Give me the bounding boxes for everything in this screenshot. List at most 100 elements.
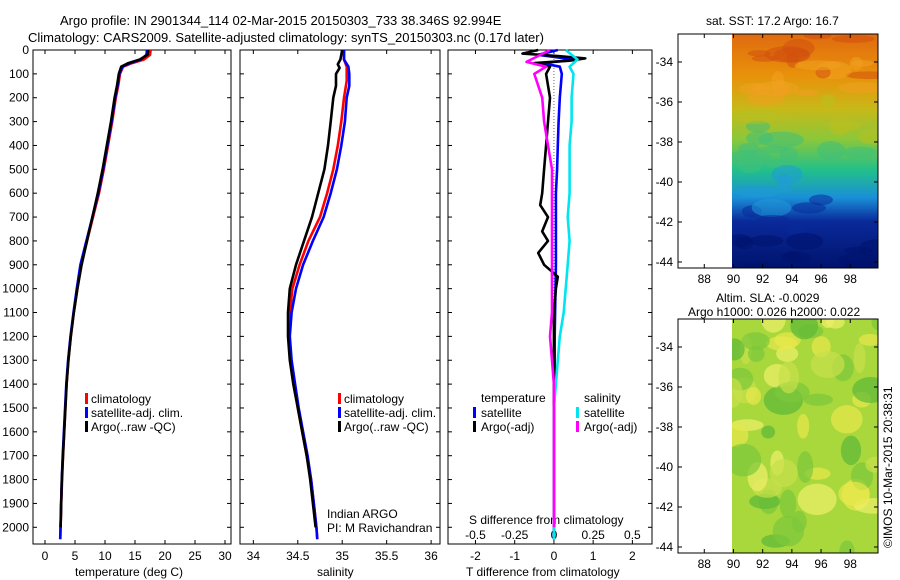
salinity-legend: climatology satellite-adj. clim. Argo(..… xyxy=(344,392,436,434)
sla-map-title-2: Argo h1000: 0.026 h2000: 0.022 xyxy=(688,305,860,319)
sla-texture-patch xyxy=(761,319,786,333)
sst-map-title: sat. SST: 17.2 Argo: 16.7 xyxy=(706,14,839,28)
difference-panel-frame xyxy=(447,49,653,545)
depth-tick-label: 1900 xyxy=(2,496,29,510)
temperature-series-satellite-adj-clim- xyxy=(58,49,149,540)
title-line-1: Argo profile: IN 2901344_114 02-Mar-2015… xyxy=(60,13,502,28)
difference-xtick-label: -2 xyxy=(470,549,481,563)
legend-swatch-temp-argo xyxy=(473,421,476,432)
annotation-indian-argo: Indian ARGO xyxy=(327,507,398,521)
sla-texture-patch xyxy=(732,423,749,447)
sla-map: Altim. SLA: -0.0029 Argo h1000: 0.026 h2… xyxy=(677,291,879,554)
legend-label-argo: Argo(..raw -QC) xyxy=(91,420,176,434)
depth-tick-label: 1300 xyxy=(2,353,29,367)
sst-texture-patch xyxy=(771,165,803,184)
difference-xlabel: T difference from climatology xyxy=(466,565,620,579)
title-line-2: Climatology: CARS2009. Satellite-adjuste… xyxy=(28,30,544,45)
depth-tick-label: 2000 xyxy=(2,520,29,534)
sst-texture-patch xyxy=(842,259,876,268)
sst-map-xtick-label: 96 xyxy=(814,272,828,286)
depth-tick-label: 1800 xyxy=(2,473,29,487)
difference-series-temperature-argo-adj- xyxy=(521,48,587,528)
sst-texture-patch xyxy=(746,92,786,106)
legend-swatch-climatology xyxy=(338,393,341,404)
legend-label-satellite-adj: satellite-adj. clim. xyxy=(91,406,183,420)
sst-map: sat. SST: 17.2 Argo: 16.7 xyxy=(677,14,879,269)
sst-texture-patch xyxy=(737,155,764,173)
sst-map-ytick-label: -40 xyxy=(656,175,674,189)
sst-texture-patch xyxy=(816,140,846,161)
sla-texture-patch xyxy=(865,456,878,473)
salinity-series-argo-raw-qc- xyxy=(286,49,344,528)
legend-swatch-climatology xyxy=(85,393,88,404)
temperature-xtick-label: 15 xyxy=(128,549,142,563)
salinity-panel: 34 34.5 35 35.5 36 xyxy=(240,49,440,563)
sla-map-title-1: Altim. SLA: -0.0029 xyxy=(716,291,820,305)
sst-texture-patch xyxy=(732,109,778,124)
sla-texture-patch xyxy=(761,425,776,439)
temperature-xtick-label: 20 xyxy=(158,549,172,563)
sla-texture-patch xyxy=(732,377,743,408)
sst-map-xtick-label: 88 xyxy=(698,272,712,286)
sla-map-axes: 88 90 92 94 96 98 -34 -36 -38 -40 -42 -44 xyxy=(656,319,878,571)
legend-label-temp-satellite: satellite xyxy=(481,406,522,420)
temperature-xlabel: temperature (deg C) xyxy=(75,565,183,579)
legend-label-temp-argo: Argo(-adj) xyxy=(481,420,534,434)
salinity-xlabel: salinity xyxy=(317,565,354,579)
salinity-xtick-label: 34 xyxy=(247,549,261,563)
difference-series-salinity-argo-adj- xyxy=(525,48,556,528)
sla-map-xtick-label: 90 xyxy=(727,557,741,571)
sst-map-xtick-label: 90 xyxy=(727,272,741,286)
temperature-xtick-label: 10 xyxy=(98,549,112,563)
difference-xtick-label: 1 xyxy=(590,549,597,563)
sst-texture-patch xyxy=(751,198,792,217)
depth-tick-label: 400 xyxy=(9,138,29,152)
difference-panel: -2 -1 0 1 2-0.5 -0.25 0 0.25 0.5 xyxy=(448,48,652,563)
sla-texture-patch xyxy=(858,333,878,346)
sst-texture-patch xyxy=(803,34,832,40)
sst-texture-patch xyxy=(820,94,836,108)
sst-map-ytick-label: -42 xyxy=(656,215,674,229)
sla-texture-patch xyxy=(838,481,870,506)
depth-tick-label: 500 xyxy=(9,162,29,176)
sla-texture-patch xyxy=(821,319,834,328)
sla-texture-patch xyxy=(790,319,819,340)
sst-texture-patch xyxy=(794,60,842,71)
sst-texture-patch xyxy=(845,71,878,80)
legend-swatch-temp-satellite xyxy=(473,407,476,418)
depth-tick-label: 800 xyxy=(9,234,29,248)
depth-tick-label: 100 xyxy=(9,67,29,81)
sst-texture-patch xyxy=(735,236,754,250)
depth-tick-label: 600 xyxy=(9,186,29,200)
sst-texture-patch xyxy=(843,146,877,159)
sla-map-ytick-label: -36 xyxy=(656,380,674,394)
sst-texture-patch xyxy=(736,261,773,268)
sla-texture-patch xyxy=(852,377,878,404)
salinity-xtick-label: 36 xyxy=(424,549,438,563)
depth-tick-label: 1700 xyxy=(2,449,29,463)
sla-map-xtick-label: 92 xyxy=(756,557,770,571)
sst-map-xtick-label: 98 xyxy=(844,272,858,286)
temperature-series-argo-raw-qc- xyxy=(59,49,150,528)
sst-map-ytick-label: -34 xyxy=(656,55,674,69)
depth-tick-label: 200 xyxy=(9,91,29,105)
sst-texture-patch xyxy=(749,235,784,247)
temperature-panel: 0 5 10 15 20 25 300100200300400500600700800900… xyxy=(2,43,232,563)
legend-swatch-argo xyxy=(85,421,88,432)
legend-label-climatology: climatology xyxy=(91,392,151,406)
imos-credit: ©IMOS 10-Mar-2015 20:38:31 xyxy=(881,386,895,548)
temperature-xtick-label: 25 xyxy=(188,549,202,563)
salinity-xtick-label: 35 xyxy=(336,549,350,563)
depth-tick-label: 1400 xyxy=(2,377,29,391)
salinity-xtick-label: 35.5 xyxy=(375,549,399,563)
sla-map-frame xyxy=(677,318,879,554)
sla-texture-patch xyxy=(749,494,781,509)
sla-map-ytick-label: -38 xyxy=(656,420,674,434)
depth-tick-label: 1000 xyxy=(2,282,29,296)
sla-texture-patch xyxy=(803,393,834,406)
sla-map-xtick-label: 88 xyxy=(698,557,712,571)
legend-header-temperature: temperature xyxy=(481,391,546,405)
sla-map-ytick-label: -34 xyxy=(656,340,674,354)
sla-texture-patch xyxy=(772,515,805,547)
depth-tick-label: 0 xyxy=(22,43,29,57)
